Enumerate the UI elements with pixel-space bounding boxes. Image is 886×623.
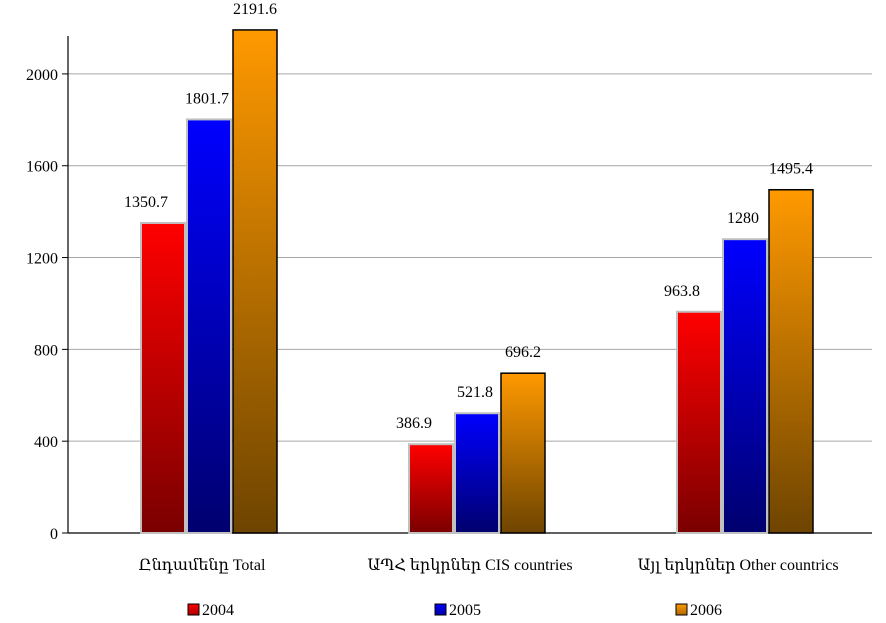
data-label: 521.8 — [457, 384, 493, 401]
bar-2005 — [722, 238, 768, 534]
y-tick-label: 0 — [50, 526, 58, 543]
data-label: 386.9 — [396, 415, 432, 432]
legend-swatch-2006 — [675, 603, 688, 616]
bar-2005 — [186, 118, 232, 535]
legend-swatch-2004 — [187, 603, 200, 616]
data-label: 1801.7 — [185, 90, 229, 107]
data-label: 1350.7 — [124, 194, 168, 211]
axes: 0 400 800 1200 1600 2000 Ընդամենը Total ԱՊՀ երկ… — [26, 36, 872, 574]
data-labels: 1350.7 1801.7 2191.6 386.9 521.8 696.2 963.8 12… — [124, 1, 813, 432]
y-tick-label: 2000 — [26, 67, 58, 84]
x-category-label: ԱՊՀ երկրներ CIS countries — [367, 557, 572, 574]
data-label: 963.8 — [664, 283, 700, 300]
legend: 2004 2005 2006 — [187, 602, 722, 619]
data-label: 1495.4 — [769, 161, 813, 178]
bar-2004 — [676, 310, 722, 535]
bar-2004 — [140, 221, 186, 535]
bar-2006 — [500, 372, 546, 534]
bar-2004 — [408, 443, 454, 535]
bars — [140, 29, 814, 535]
x-category-label: Այլ երկրներ Other countrics — [637, 557, 838, 574]
y-tick-label: 400 — [34, 434, 58, 451]
data-label: 2191.6 — [233, 1, 277, 18]
y-tick-label: 1200 — [26, 251, 58, 268]
x-category-label: Ընդամենը Total — [139, 557, 266, 574]
data-label: 1280 — [727, 210, 759, 227]
data-label: 696.2 — [505, 344, 541, 361]
legend-label: 2004 — [202, 602, 234, 619]
y-tick-label: 1600 — [26, 159, 58, 176]
legend-label: 2006 — [690, 602, 722, 619]
legend-label: 2005 — [449, 602, 481, 619]
bar-2006 — [232, 29, 278, 534]
legend-swatch-2005 — [434, 603, 447, 616]
bar-2005 — [454, 412, 500, 534]
bar-2006 — [768, 188, 814, 534]
y-tick-label: 800 — [34, 342, 58, 359]
